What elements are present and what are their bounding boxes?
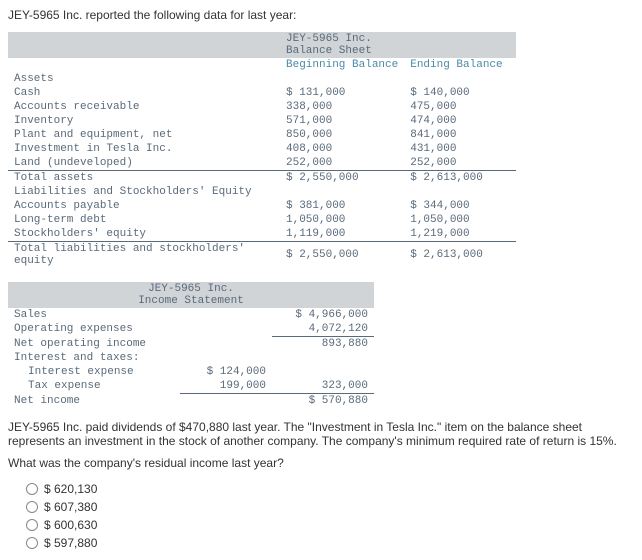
- option-label: $ 600,630: [44, 518, 97, 532]
- table-row: Sales$ 4,966,000: [8, 308, 374, 322]
- liab-label: Liabilities and Stockholders' Equity: [8, 185, 280, 199]
- col-ending: Ending Balance: [404, 58, 516, 72]
- is-title: JEY-5965 Inc. Income Statement: [8, 282, 374, 308]
- option-row[interactable]: $ 600,630: [26, 516, 634, 534]
- table-row: Inventory571,000474,000: [8, 114, 516, 128]
- total-liab-row: Total liabilities and stockholders' equi…: [8, 242, 516, 269]
- radio-icon[interactable]: [26, 519, 38, 531]
- table-row: Plant and equipment, net850,000841,000: [8, 128, 516, 142]
- intro-text: JEY-5965 Inc. reported the following dat…: [8, 8, 634, 22]
- table-row: Land (undeveloped)252,000252,000: [8, 156, 516, 171]
- table-row: Net operating income893,880: [8, 337, 374, 352]
- explanation-paragraph: JEY-5965 Inc. paid dividends of $470,880…: [8, 420, 634, 448]
- assets-label: Assets: [8, 72, 280, 86]
- table-row: Stockholders' equity1,119,0001,219,000: [8, 227, 516, 242]
- balance-sheet-table: JEY-5965 Inc. Balance Sheet Beginning Ba…: [8, 32, 516, 268]
- radio-icon[interactable]: [26, 483, 38, 495]
- table-row: Accounts receivable338,000475,000: [8, 100, 516, 114]
- col-beginning: Beginning Balance: [280, 58, 404, 72]
- option-row[interactable]: $ 597,880: [26, 534, 634, 552]
- question-text: What was the company's residual income l…: [8, 456, 634, 470]
- bs-spacer: [8, 32, 280, 58]
- radio-icon[interactable]: [26, 501, 38, 513]
- table-row: Tax expense199,000323,000: [8, 379, 374, 394]
- option-label: $ 607,380: [44, 500, 97, 514]
- table-row: Cash$ 131,000$ 140,000: [8, 86, 516, 100]
- table-row: Net income$ 570,880: [8, 394, 374, 409]
- bs-title: JEY-5965 Inc. Balance Sheet: [280, 32, 516, 58]
- option-row[interactable]: $ 620,130: [26, 480, 634, 498]
- answer-options: $ 620,130 $ 607,380 $ 600,630 $ 597,880: [8, 480, 634, 552]
- option-row[interactable]: $ 607,380: [26, 498, 634, 516]
- table-row: Operating expenses4,072,120: [8, 322, 374, 337]
- option-label: $ 620,130: [44, 482, 97, 496]
- total-assets-row: Total assets $ 2,550,000 $ 2,613,000: [8, 171, 516, 186]
- table-row: Interest and taxes:: [8, 351, 374, 365]
- table-row: Investment in Tesla Inc.408,000431,000: [8, 142, 516, 156]
- option-label: $ 597,880: [44, 536, 97, 550]
- table-row: Accounts payable$ 381,000$ 344,000: [8, 199, 516, 213]
- table-row: Interest expense$ 124,000: [8, 365, 374, 379]
- radio-icon[interactable]: [26, 537, 38, 549]
- table-row: Long-term debt1,050,0001,050,000: [8, 213, 516, 227]
- income-statement-table: JEY-5965 Inc. Income Statement Sales$ 4,…: [8, 282, 374, 408]
